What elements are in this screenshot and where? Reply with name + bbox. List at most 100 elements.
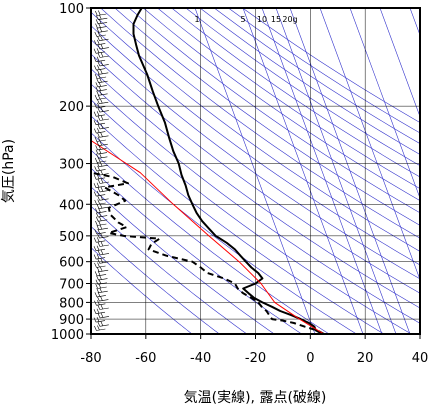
- y-tick-label: 700: [59, 278, 84, 293]
- wind-barb: [94, 73, 107, 79]
- x-tick-label: 40: [412, 351, 429, 366]
- wind-barb: [97, 249, 110, 256]
- wind-barb: [97, 232, 109, 239]
- wind-barb: [93, 119, 106, 125]
- wind-barb: [93, 316, 106, 323]
- wind-barb: [94, 325, 106, 331]
- wind-barb: [96, 287, 108, 293]
- dry-adiabat-line: [91, 11, 420, 252]
- wind-barb: [96, 140, 108, 146]
- wind-barb: [94, 64, 106, 71]
- wind-barb: [97, 35, 109, 41]
- dry-adiabat-line: [91, 167, 302, 334]
- wind-barb: [94, 199, 106, 205]
- y-tick-label: 400: [59, 198, 84, 213]
- wind-barb: [94, 291, 106, 298]
- wind-barb: [97, 241, 109, 247]
- y-tick-label: 900: [59, 313, 84, 328]
- x-tick-label: -40: [190, 351, 211, 366]
- wind-barb: [93, 182, 106, 188]
- wind-barb: [97, 321, 109, 327]
- dry-adiabat-line: [91, 247, 193, 334]
- wind-barb: [97, 43, 109, 50]
- mixing-ratio-line: [194, 8, 316, 334]
- wind-barb: [97, 169, 109, 176]
- x-tick-label: -60: [135, 351, 156, 366]
- wind-barb: [93, 237, 106, 243]
- wind-barb: [97, 98, 109, 104]
- wind-barb: [95, 81, 107, 88]
- mixing-ratio-line: [242, 8, 364, 334]
- wind-barb: [94, 262, 106, 268]
- wind-barb: [94, 31, 106, 37]
- wind-barb: [97, 123, 109, 130]
- wind-barb: [95, 18, 108, 25]
- x-axis-ticks: -80 -60 -40 -20 0 20 40: [80, 334, 428, 366]
- dry-adiabat-line: [114, 8, 420, 226]
- dry-adiabat-line: [199, 8, 420, 155]
- background-lines: [91, 8, 420, 334]
- wind-barb: [95, 220, 107, 226]
- dry-adiabat-line: [91, 53, 420, 294]
- wind-barb: [97, 258, 109, 264]
- mixing-ratio-labels: 1 5 10 15 20g: [194, 15, 297, 24]
- wind-barb: [97, 312, 110, 319]
- dry-adiabat-line: [91, 226, 220, 334]
- mixing-ratio-line: [349, 8, 420, 200]
- wind-barb: [96, 153, 108, 159]
- wind-barb: [97, 186, 109, 193]
- wind-barb: [97, 60, 109, 67]
- wind-barb: [95, 283, 107, 289]
- x-axis-title: 気温(実線), 露点(破線): [184, 390, 327, 406]
- wind-barb: [93, 245, 106, 251]
- dry-adiabat-line: [185, 8, 420, 167]
- wind-barb: [93, 253, 106, 260]
- mixing-ratio-line: [261, 8, 383, 334]
- wind-barb: [97, 178, 110, 184]
- y-axis-title: 気圧(hPa): [1, 139, 17, 203]
- temperature-line: [132, 8, 324, 334]
- wind-barb: [94, 94, 107, 100]
- wind-barb: [95, 207, 107, 214]
- mixing-ratio-label: 20g: [282, 15, 297, 24]
- mixing-ratio-line: [275, 8, 397, 334]
- grid-lines: [91, 8, 420, 334]
- wind-barb: [96, 27, 108, 33]
- wind-barb: [93, 174, 106, 180]
- dry-adiabat-line: [91, 68, 420, 309]
- wind-barb: [97, 304, 109, 310]
- wind-barb: [93, 48, 106, 54]
- dry-adiabat-line: [228, 8, 420, 134]
- wind-barb: [95, 279, 107, 285]
- wind-barb: [95, 216, 108, 222]
- y-tick-label: 300: [59, 158, 84, 173]
- wind-barb: [96, 77, 108, 83]
- y-tick-label: 200: [59, 100, 84, 115]
- wind-barb: [97, 132, 109, 138]
- wind-barb: [93, 56, 106, 62]
- wind-barb: [95, 85, 107, 92]
- wind-barb: [97, 115, 110, 121]
- wind-barb: [96, 274, 108, 281]
- dry-adiabat-line: [91, 186, 275, 334]
- y-tick-label: 600: [59, 256, 84, 271]
- wind-barb: [97, 195, 109, 201]
- y-tick-label: 500: [59, 230, 84, 245]
- mixing-ratio-label: 15: [271, 15, 281, 24]
- mixing-ratio-label: 5: [240, 15, 245, 24]
- mixing-ratio-label: 1: [194, 15, 199, 24]
- wind-barb: [94, 157, 107, 163]
- wind-barb: [97, 52, 110, 58]
- dry-adiabat-line: [128, 8, 420, 214]
- wind-barb: [96, 14, 108, 20]
- wind-barbs: [93, 10, 110, 331]
- wind-barb: [96, 161, 109, 167]
- dry-adiabat-line: [91, 149, 330, 334]
- dewpoint-line: [91, 171, 325, 334]
- dry-adiabat-line: [91, 115, 385, 334]
- dry-adiabat-line: [100, 8, 420, 239]
- mixing-ratio-line: [289, 8, 411, 334]
- dry-adiabat-line: [214, 8, 420, 144]
